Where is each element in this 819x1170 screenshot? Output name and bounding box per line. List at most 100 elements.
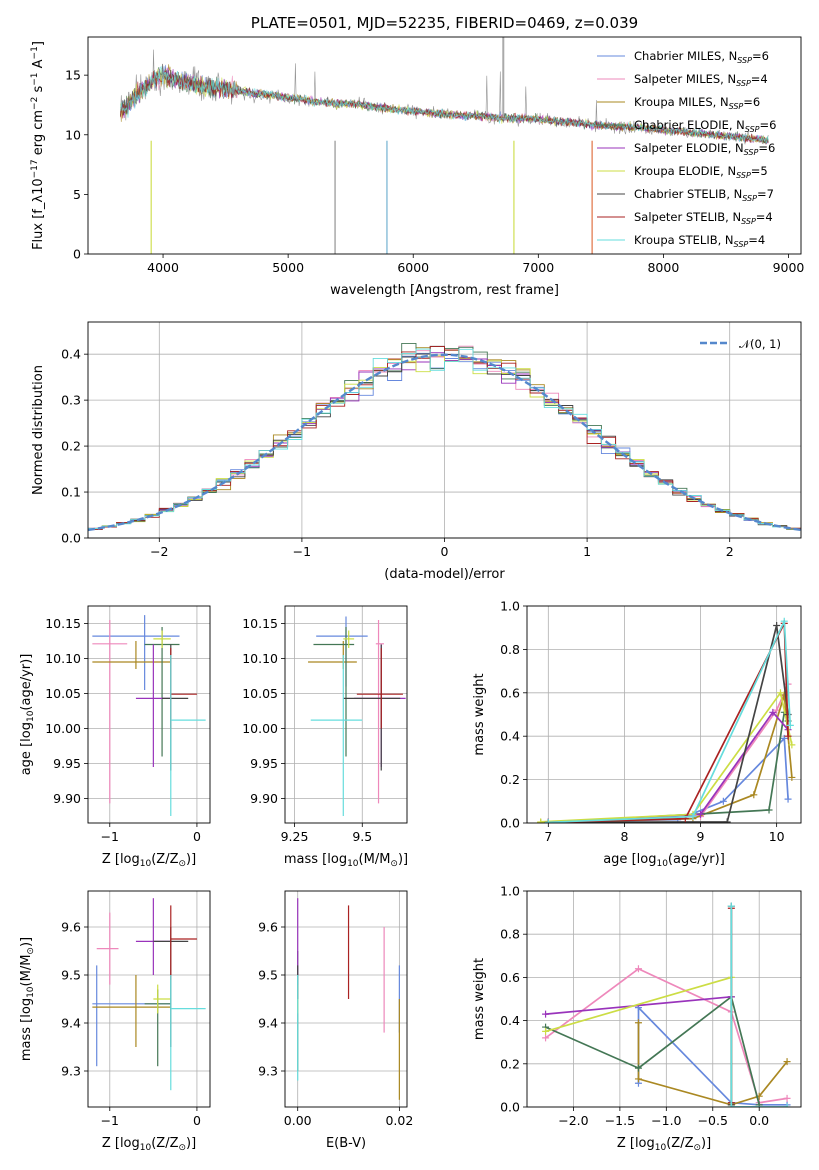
errorbars-age-vs-mass <box>308 616 406 816</box>
label-fragment: s <box>31 86 46 97</box>
y-tick-label: 9.95 <box>53 756 81 771</box>
y-tick-label: 0.2 <box>500 1056 520 1071</box>
legend-label: Salpeter MILES, NSSP=4 <box>634 72 768 88</box>
legend-normal-label: 𝒩(0, 1) <box>739 337 781 351</box>
legend-label: Chabrier STELIB, NSSP=7 <box>634 187 774 203</box>
spectrum-kroupa-stelib <box>120 65 769 144</box>
y-tick-label: 0.6 <box>500 970 520 985</box>
lines-massweight-vs-age <box>537 617 796 823</box>
point-marker <box>727 902 735 910</box>
legend-n-value: =6 <box>758 141 775 155</box>
y-tick-label: 1.0 <box>500 884 520 899</box>
legend-n-prefix: , N <box>718 233 734 247</box>
series-line <box>548 625 789 823</box>
x-tick-label: −1.0 <box>651 1113 681 1128</box>
label-fragment: Z [ <box>102 1136 120 1151</box>
legend-label: Kroupa MILES, NSSP=6 <box>634 95 760 111</box>
point-marker <box>719 797 727 805</box>
y-tick-label: 10.15 <box>242 616 278 631</box>
series-line <box>545 995 761 1106</box>
series-kroupa-stelib <box>727 902 791 1107</box>
y-tick-label: 9.3 <box>258 1064 278 1079</box>
data-point <box>170 975 206 1091</box>
x-tick-label: −1 <box>101 1113 119 1128</box>
label-fragment: erg cm <box>31 110 46 159</box>
point-marker <box>634 1075 642 1083</box>
point-marker <box>537 818 545 823</box>
label-fragment: )] <box>186 1136 196 1151</box>
legend-label: Salpeter STELIB, NSSP=4 <box>634 210 773 226</box>
lines-massweight-vs-Z <box>542 902 791 1107</box>
x-tick-label: 7 <box>544 829 552 844</box>
legend-n-subscript: SSP <box>734 240 749 249</box>
point-marker <box>784 732 792 740</box>
y-tick-label: 0.0 <box>61 531 81 546</box>
point-marker <box>542 1034 550 1042</box>
y-tick-label: 0.3 <box>61 393 81 408</box>
y-tick-label: 9.4 <box>61 1016 81 1031</box>
y-tick-label: 9.4 <box>258 1016 278 1031</box>
label-fragment: 10 <box>26 986 36 998</box>
data-point <box>135 898 171 975</box>
data-point <box>92 620 128 804</box>
label-fragment: (data-model)/error <box>384 567 505 582</box>
label-fragment: (age/yr)] <box>668 852 725 867</box>
label-fragment: wavelength [Angstrom, rest frame] <box>330 283 559 298</box>
legend-n-subscript: SSP <box>744 148 759 157</box>
x-tick-label: 0.0 <box>749 1113 769 1128</box>
point-marker <box>783 1103 791 1107</box>
x-tick-label: 8000 <box>647 260 679 275</box>
data-point <box>308 641 357 669</box>
data-point <box>343 630 355 648</box>
label-fragment: −17 <box>30 159 40 178</box>
legend-n-value: =6 <box>752 49 769 63</box>
legend-label: Kroupa STELIB, NSSP=4 <box>634 233 765 249</box>
frame-spectrum <box>87 36 802 255</box>
legend-n-value: =4 <box>748 233 765 247</box>
label-fragment: ⊙ <box>390 859 398 869</box>
point-marker <box>769 708 777 716</box>
legend-series-name: Salpeter MILES <box>634 72 720 86</box>
axes-age-vs-Z: −1 0 9.90 9.95 10.00 10.05 10.10 10.15 <box>45 606 210 844</box>
x-tick-label: 2 <box>726 544 734 559</box>
errorbars-age-vs-Z <box>92 615 206 816</box>
point-marker <box>544 818 552 823</box>
histogram-kroupa-stelib <box>88 348 801 530</box>
label-fragment: −1 <box>30 46 40 59</box>
series-kroupa-miles <box>537 691 796 823</box>
y-tick-label: 9.3 <box>61 1064 81 1079</box>
label-fragment: log <box>635 1136 655 1151</box>
frame-age-vs-Z <box>87 605 211 824</box>
x-axis-label: wavelength [Angstrom, rest frame] <box>330 283 559 298</box>
legend-n-subscript: SSP <box>742 194 757 203</box>
label-fragment: (Z/Z <box>151 852 178 867</box>
data-point <box>92 615 180 690</box>
y-tick-label: 1.0 <box>500 599 520 614</box>
y-axis-label: mass [log10(M/M⊙)] <box>19 937 36 1061</box>
label-fragment: Z [ <box>102 852 120 867</box>
label-fragment: mass [ <box>284 852 327 867</box>
y-tick-label: 9.95 <box>250 756 278 771</box>
y-tick-label: 9.5 <box>258 968 278 983</box>
x-tick-label: 9.5 <box>352 829 372 844</box>
legend-n-subscript: SSP <box>736 79 751 88</box>
series-chabrier-miles <box>544 734 792 823</box>
point-marker <box>776 689 784 697</box>
label-fragment: log <box>637 852 657 867</box>
legend-n-subscript: SSP <box>729 102 744 111</box>
point-marker <box>773 622 781 630</box>
legend-n-prefix: , N <box>725 210 741 224</box>
y-tick-label: 10.10 <box>45 651 81 666</box>
y-axis-label: Flux [f_λ10−17 erg cm−2 s−1 A−1] <box>30 41 46 250</box>
data-point <box>153 984 171 1014</box>
point-marker <box>780 617 788 625</box>
point-marker <box>542 1010 550 1018</box>
label-fragment: 10 <box>655 1143 667 1153</box>
legend-n-prefix: , N <box>713 95 729 109</box>
axes-mass-vs-ebv: 0.00 0.02 9.3 9.4 9.5 9.6 <box>258 891 413 1128</box>
x-tick-label: −1 <box>293 544 311 559</box>
legend-n-prefix: , N <box>728 141 744 155</box>
data-point <box>356 648 403 729</box>
x-tick-label: 9 <box>697 829 705 844</box>
